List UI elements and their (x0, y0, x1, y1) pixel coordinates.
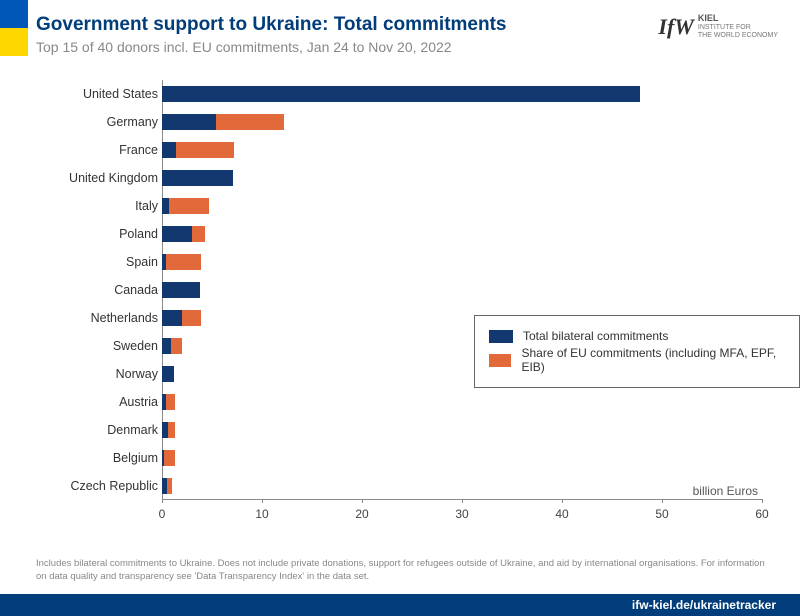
bar-eu-share (166, 254, 201, 270)
x-tick-label: 0 (159, 507, 166, 521)
legend-label: Share of EU commitments (including MFA, … (521, 346, 785, 374)
chart-row: France (36, 136, 772, 164)
bar-track (162, 394, 762, 410)
bar-eu-share (168, 422, 175, 438)
category-label: Poland (119, 227, 158, 241)
ukraine-flag-accent (0, 0, 28, 56)
legend-swatch (489, 330, 513, 343)
chart-row: Denmark (36, 416, 772, 444)
chart-row: Czech Republic (36, 472, 772, 500)
category-label: Germany (107, 115, 158, 129)
category-label: Denmark (107, 423, 158, 437)
bar-bilateral (162, 338, 171, 354)
chart-row: Austria (36, 388, 772, 416)
bar-bilateral (162, 142, 176, 158)
bar-eu-share (166, 394, 175, 410)
legend-label: Total bilateral commitments (523, 329, 668, 343)
legend: Total bilateral commitments Share of EU c… (474, 315, 800, 388)
bar-track (162, 198, 762, 214)
bar-eu-share (169, 198, 209, 214)
chart-row: United States (36, 80, 772, 108)
x-tick-label: 10 (255, 507, 268, 521)
chart-row: Italy (36, 192, 772, 220)
chart-row: Spain (36, 248, 772, 276)
x-tick-label: 20 (355, 507, 368, 521)
legend-item: Share of EU commitments (including MFA, … (489, 346, 785, 374)
logo-text: KIEL INSTITUTE FOR THE WORLD ECONOMY (698, 14, 778, 39)
chart-row: United Kingdom (36, 164, 772, 192)
category-label: United States (83, 87, 158, 101)
bar-track (162, 142, 762, 158)
category-label: France (119, 143, 158, 157)
bar-bilateral (162, 282, 200, 298)
chart-row: Germany (36, 108, 772, 136)
bar-track (162, 254, 762, 270)
x-tick-label: 30 (455, 507, 468, 521)
bar-eu-share (167, 478, 172, 494)
category-label: United Kingdom (69, 171, 158, 185)
category-label: Spain (126, 255, 158, 269)
category-label: Sweden (113, 339, 158, 353)
legend-item: Total bilateral commitments (489, 329, 785, 343)
bar-eu-share (216, 114, 284, 130)
category-label: Netherlands (91, 311, 158, 325)
bar-bilateral (162, 198, 169, 214)
chart-row: Belgium (36, 444, 772, 472)
footnote: Includes bilateral commitments to Ukrain… (36, 558, 772, 584)
bar-track (162, 478, 762, 494)
category-label: Norway (116, 367, 158, 381)
ifw-logo: IfW KIEL INSTITUTE FOR THE WORLD ECONOMY (658, 14, 778, 40)
category-label: Canada (114, 283, 158, 297)
bar-eu-share (182, 310, 201, 326)
bar-track (162, 114, 762, 130)
bar-bilateral (162, 86, 640, 102)
x-tick-label: 40 (555, 507, 568, 521)
chart-row: Poland (36, 220, 772, 248)
bar-bilateral (162, 310, 182, 326)
footer-bar: ifw-kiel.de/ukrainetracker (0, 594, 800, 616)
bar-eu-share (176, 142, 234, 158)
chart-row: Canada (36, 276, 772, 304)
chart-title: Government support to Ukraine: Total com… (36, 14, 650, 37)
bar-eu-share (164, 450, 175, 466)
bar-bilateral (162, 226, 192, 242)
bar-eu-share (192, 226, 205, 242)
bar-track (162, 282, 762, 298)
bar-eu-share (171, 338, 182, 354)
category-label: Belgium (113, 451, 158, 465)
chart-area: 0102030405060 billion Euros United State… (36, 80, 772, 526)
chart-subtitle: Top 15 of 40 donors incl. EU commitments… (36, 39, 650, 55)
x-tick-label: 50 (655, 507, 668, 521)
bar-track (162, 226, 762, 242)
logo-mark: IfW (658, 14, 693, 40)
footer-url: ifw-kiel.de/ukrainetracker (632, 598, 776, 612)
bar-track (162, 86, 762, 102)
category-label: Austria (119, 395, 158, 409)
bar-bilateral (162, 366, 174, 382)
bar-track (162, 450, 762, 466)
legend-swatch (489, 354, 511, 367)
bar-bilateral (162, 170, 233, 186)
bar-bilateral (162, 114, 216, 130)
header: Government support to Ukraine: Total com… (36, 14, 650, 55)
category-label: Italy (135, 199, 158, 213)
bar-track (162, 422, 762, 438)
x-tick-label: 60 (755, 507, 768, 521)
category-label: Czech Republic (70, 479, 158, 493)
bar-track (162, 170, 762, 186)
